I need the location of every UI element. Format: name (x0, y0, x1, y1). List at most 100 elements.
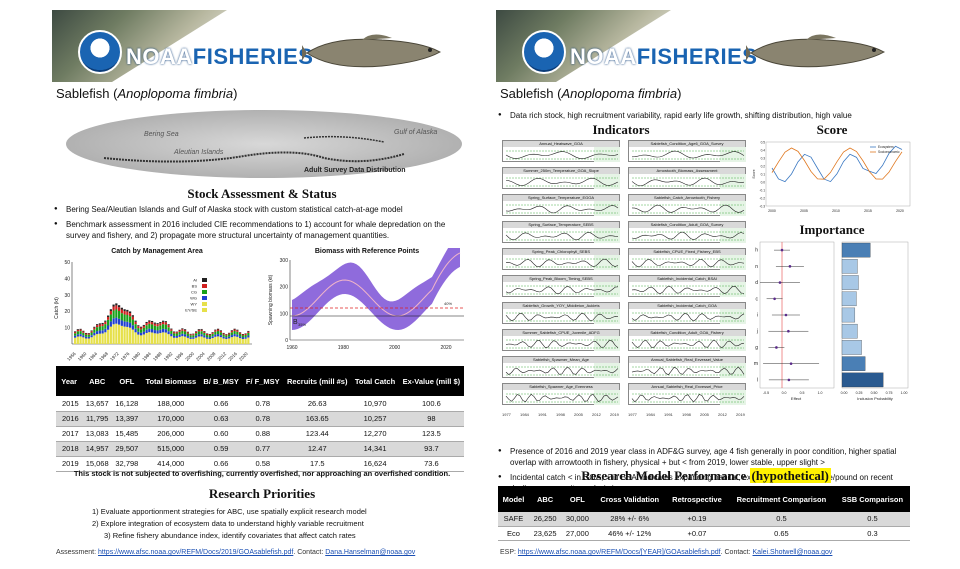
indicator-series-line (631, 150, 745, 159)
assessment-link[interactable]: https://www.afsc.noaa.gov/REFM/Docs/2019… (98, 549, 294, 556)
catch-bar-segment (98, 333, 101, 344)
indicator-panel: Annual_Sablefish_Real_Exvessel_Value (628, 356, 746, 378)
catch-bar-segment (239, 332, 242, 334)
indicator-x-tick-label: 2012 (718, 412, 727, 417)
biomass-uncertainty-band (292, 233, 460, 330)
catch-bar-segment (230, 330, 233, 333)
indicator-sparkline (505, 309, 620, 324)
catch-bar-segment (192, 337, 195, 339)
catch-bar-segment (159, 325, 162, 330)
catch-bar-segment (200, 331, 203, 335)
indicator-sparkline (505, 174, 620, 189)
catch-bar-segment (181, 333, 184, 337)
catch-bar-segment (219, 330, 222, 332)
indicator-sparkline (631, 147, 746, 162)
importance-row-label: i (757, 313, 758, 319)
probability-x-tick-label: 0.75 (886, 391, 893, 395)
stock-table-cell: 0.88 (242, 426, 284, 442)
catch-bar-segment (131, 319, 134, 326)
catch-bar-segment (164, 332, 167, 344)
biomass-median-line (291, 252, 461, 317)
catch-bar-segment (192, 338, 195, 344)
contact-email-link[interactable]: Kalei.Shotwell@noaa.gov (752, 549, 833, 556)
indicator-sparkline (505, 282, 620, 297)
catch-bar-segment (87, 336, 90, 339)
catch-bar-segment (173, 335, 176, 338)
catch-bar-segment (222, 338, 225, 344)
catch-bar-segment (104, 320, 107, 322)
indicator-label: Sablefish_Condition_Adult_GOA_Survey (629, 222, 745, 228)
catch-bar-segment (217, 336, 220, 344)
stock-table-row: 2019 15,068 32,798 414,000 0.66 0.58 17.5 16,62… (56, 456, 464, 472)
catch-bar-segment (206, 334, 209, 336)
catch-bar-segment (164, 322, 167, 325)
catch-bar-segment (178, 330, 181, 332)
catch-bar-segment (244, 338, 247, 344)
biomass-y-axis-label: Spawning biomass (kt) (268, 274, 274, 325)
indicator-sparkline (631, 309, 746, 324)
esp-footer: ESP: https://www.afsc.noaa.gov/REFM/Docs… (500, 549, 832, 556)
score-y-tick-label: -0.2 (760, 197, 766, 201)
stock-table-column-header: Recruits (mill #s) (283, 366, 352, 396)
catch-bar-segment (115, 305, 118, 310)
catch-bar-segment (96, 334, 99, 344)
catch-bar-segment (208, 334, 211, 336)
catch-bar-segment (184, 336, 187, 344)
catch-bar-segment (98, 330, 101, 334)
catch-bar-segment (208, 333, 211, 335)
catch-bar-segment (230, 330, 233, 331)
catch-bar-segment (239, 338, 242, 344)
catch-bar-segment (96, 324, 99, 326)
indicator-series-line (505, 312, 619, 322)
probability-bar (841, 356, 866, 371)
catch-bar-segment (208, 337, 211, 339)
indicators-grid: Annual_Heatwave_GOA Sablefish_Condition_A… (498, 140, 748, 440)
catch-bar-segment (148, 321, 151, 324)
catch-bar-segment (76, 331, 79, 335)
indicator-panel: Spring_Peak_Bloom_Timing_SEBS (502, 275, 620, 297)
catch-bar-segment (219, 335, 222, 338)
stock-table-cell: 206,000 (141, 426, 200, 442)
indicator-x-tick-label: 1998 (556, 412, 565, 417)
esp-link[interactable]: https://www.afsc.noaa.gov/REFM/Docs/[YEA… (517, 549, 721, 556)
indicator-sparkline (505, 228, 620, 243)
catch-bar-segment (118, 324, 121, 344)
catch-bar-segment (159, 333, 162, 344)
catch-bar-segment (167, 334, 170, 344)
catch-bar-segment (140, 327, 143, 330)
model-table-cell: SAFE (498, 512, 529, 527)
catch-bar-segment (82, 335, 85, 338)
catch-bar-segment (153, 333, 156, 344)
score-heading: Score (816, 122, 848, 137)
catch-bar-segment (162, 320, 165, 322)
catch-bar-segment (214, 331, 217, 335)
stock-table-cell: 13,083 (82, 426, 113, 442)
catch-bar-segment (228, 333, 231, 335)
catch-x-tick-label: 2008 (206, 351, 217, 362)
catch-bar-segment (189, 333, 192, 335)
stock-table-cell: 0.66 (199, 396, 243, 412)
catch-bar-segment (148, 328, 151, 333)
stock-table-column-header: Total Biomass (141, 366, 200, 396)
catch-bar-segment (175, 331, 178, 333)
catch-bar-segment (195, 333, 198, 336)
catch-bar-segment (170, 328, 173, 330)
indicator-label: Arrowtooth_Biomass_Assessment (629, 168, 745, 174)
stock-table-cell: 2017 (56, 426, 83, 442)
indicator-sparkline (631, 336, 746, 351)
catch-bar-segment (131, 316, 134, 320)
indicator-panel: Sablefish_Incidental_Catch_BSAI (628, 275, 746, 297)
indicator-sparkline (505, 390, 620, 405)
stock-bullet: Bering Sea/Aleutian Islands and Gulf of … (52, 204, 466, 215)
catch-bar-segment (192, 335, 195, 338)
contact-email-link[interactable]: Dana.Hanselman@noaa.gov (325, 549, 416, 556)
effect-x-tick-label: 1.0 (818, 391, 823, 395)
effect-point (788, 265, 792, 268)
brand-prefix: NOAA (570, 44, 637, 69)
catch-bar-segment (214, 336, 217, 344)
catch-bar-segment (244, 333, 247, 334)
footer-contact-label: . Contact: (720, 549, 753, 556)
catch-bar-segment (241, 335, 244, 338)
esp-bullet: Data rich stock, high recruitment variab… (496, 110, 910, 121)
indicator-label: Sablefish_Incidental_Catch_BSAI (629, 276, 745, 282)
